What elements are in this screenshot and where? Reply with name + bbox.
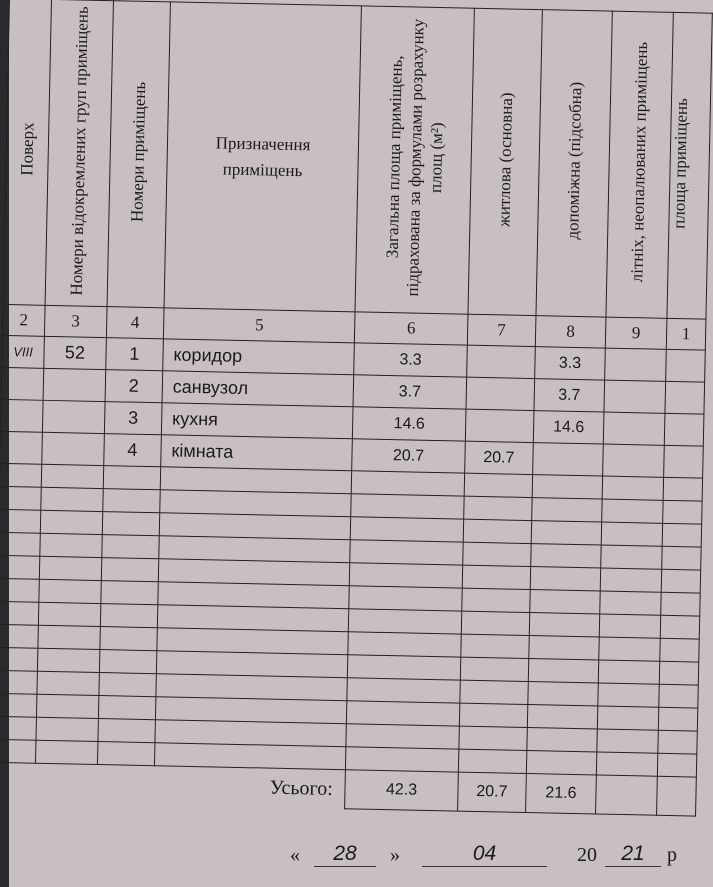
- date-year: 21: [605, 842, 661, 867]
- room: 4: [103, 433, 162, 467]
- date-suffix: р: [667, 844, 677, 866]
- col-num: 2: [2, 304, 45, 337]
- col-num: 1: [666, 318, 706, 351]
- header-room-numbers: Номери приміщень: [127, 81, 150, 223]
- total: 3.7: [353, 374, 467, 410]
- date-open-quote: «: [290, 844, 300, 866]
- photo-edge: [0, 0, 9, 887]
- total: 14.6: [352, 406, 466, 442]
- header-purpose: Призначення приміщень: [215, 132, 311, 180]
- auxiliary: 14.6: [533, 410, 604, 445]
- totals-label: Усього:: [269, 776, 334, 800]
- total: 20.7: [351, 438, 466, 474]
- date-close-quote: »: [390, 844, 400, 866]
- auxiliary: [532, 442, 604, 477]
- living: [465, 409, 534, 443]
- header-floor: Поверх: [17, 122, 38, 177]
- header-auxiliary: допоміжна (підсобна): [563, 81, 586, 240]
- date-month: 04: [422, 842, 547, 867]
- totals-auxiliary: 21.6: [525, 773, 597, 814]
- group: [42, 400, 105, 434]
- floor: VIII: [1, 335, 45, 369]
- room: 1: [105, 337, 164, 371]
- room: 3: [104, 401, 162, 435]
- header-total-area: Загальна площа приміщень, підрахована за…: [382, 18, 447, 297]
- purpose: кімната: [160, 434, 353, 471]
- group: [41, 432, 105, 466]
- purpose: коридор: [162, 338, 355, 375]
- group: [42, 368, 106, 402]
- floor: [0, 431, 43, 465]
- col-num: 4: [106, 306, 164, 339]
- auxiliary: 3.7: [533, 378, 605, 413]
- totals-living: 20.7: [457, 772, 527, 813]
- auxiliary: 3.3: [534, 346, 606, 381]
- header-summer: літніх, неопалюваних приміщень: [627, 41, 652, 283]
- col-num: 5: [163, 307, 356, 343]
- totals-total: 42.3: [344, 769, 459, 812]
- date-line: « 28 » 04 20 21 р: [290, 842, 677, 867]
- date-century: 20: [577, 844, 597, 866]
- purpose: кухня: [161, 402, 354, 439]
- date-day: 28: [314, 842, 376, 867]
- floor: [1, 367, 44, 401]
- header-group-numbers: Номери відокремлених груп приміщень: [66, 5, 92, 296]
- floor: [0, 399, 43, 433]
- room: 2: [104, 369, 163, 403]
- purpose: санвузол: [161, 370, 354, 407]
- group: 52: [43, 336, 107, 370]
- col-num: 9: [605, 317, 667, 350]
- rooms-table: Поверх Номери відокремлених груп приміще…: [0, 0, 713, 817]
- living: 20.7: [464, 441, 534, 475]
- col-num: 3: [44, 305, 107, 338]
- header-area: площа приміщень: [669, 97, 691, 229]
- header-row: Поверх Номери відокремлених груп приміще…: [3, 0, 713, 320]
- living: [466, 345, 536, 379]
- total: 3.3: [353, 342, 468, 378]
- header-living: житлова (основна): [494, 91, 517, 227]
- living: [465, 377, 535, 411]
- col-num: 6: [354, 311, 468, 346]
- col-num: 8: [535, 315, 606, 349]
- col-num: 7: [467, 314, 536, 347]
